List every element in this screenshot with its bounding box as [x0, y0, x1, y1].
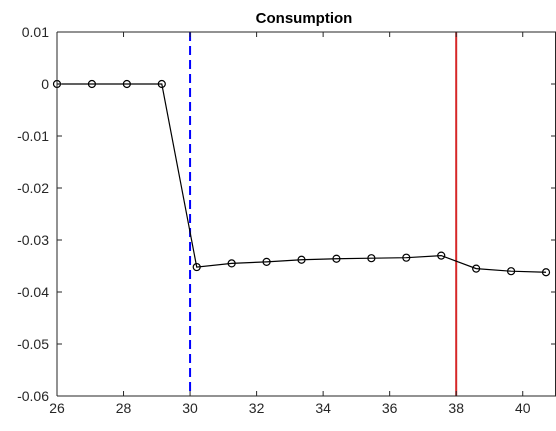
chart-title: Consumption	[256, 10, 353, 27]
data-point	[367, 254, 376, 263]
series-layer	[52, 79, 551, 277]
x-tick-label: 34	[315, 400, 331, 416]
data-point	[157, 79, 166, 89]
y-tick-label: 0.01	[22, 24, 49, 40]
x-tick-label: 30	[182, 400, 198, 416]
data-point	[192, 262, 201, 272]
y-tick-label: -0.03	[17, 232, 49, 248]
y-tick-label: -0.02	[17, 180, 49, 196]
vertical-lines	[189, 32, 458, 396]
y-tick-label: -0.04	[17, 284, 49, 300]
y-tick-label: 0	[41, 76, 49, 92]
data-point	[262, 257, 271, 266]
x-tick-label: 26	[49, 400, 65, 416]
data-point	[472, 264, 481, 273]
data-point	[541, 268, 551, 277]
x-tick-label: 36	[382, 400, 398, 416]
y-tick-label: -0.06	[17, 388, 49, 404]
x-tick-label: 40	[515, 400, 531, 416]
data-point	[437, 251, 446, 260]
data-point	[122, 79, 131, 89]
data-point	[402, 253, 411, 262]
x-tick-label: 38	[448, 400, 464, 416]
data-point	[297, 255, 306, 264]
y-tick-label: -0.05	[17, 336, 49, 352]
data-point	[227, 259, 236, 268]
axes	[56, 31, 556, 397]
data-point	[332, 254, 341, 263]
y-tick-label: -0.01	[17, 128, 49, 144]
x-tick-label: 32	[249, 400, 265, 416]
series-line	[57, 83, 547, 273]
data-point	[87, 79, 97, 89]
x-tick-label: 28	[116, 400, 132, 416]
data-point	[506, 267, 516, 276]
